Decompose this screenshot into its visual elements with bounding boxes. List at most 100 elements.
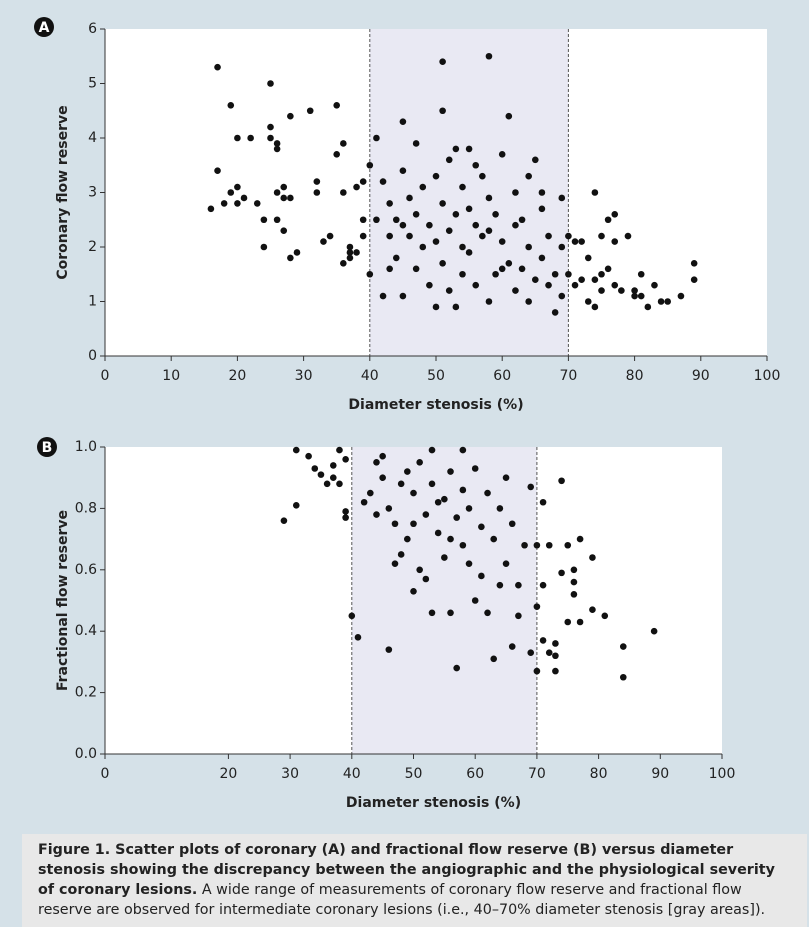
point <box>584 298 592 305</box>
point <box>558 292 566 300</box>
point <box>292 502 300 509</box>
point <box>260 216 268 224</box>
point <box>340 260 347 267</box>
point <box>207 205 215 213</box>
x-tick-label: 80 <box>590 766 608 782</box>
point <box>359 216 367 224</box>
point <box>234 200 241 207</box>
point <box>273 216 281 224</box>
point <box>618 287 625 294</box>
point <box>604 265 612 273</box>
point <box>447 468 454 475</box>
point <box>598 287 605 294</box>
point <box>416 566 423 574</box>
x-tick-label: 80 <box>626 368 644 384</box>
point <box>410 489 417 497</box>
point <box>214 167 221 174</box>
x-tick-label: 60 <box>466 766 484 782</box>
y-tick-label: 0.8 <box>75 500 97 516</box>
point <box>234 183 241 191</box>
point <box>539 581 547 589</box>
point <box>329 474 337 482</box>
point <box>598 270 605 278</box>
point <box>492 211 499 218</box>
point <box>317 471 325 478</box>
point <box>545 541 553 549</box>
x-tick-label: 0 <box>101 766 110 782</box>
point <box>637 292 645 300</box>
point <box>439 107 446 115</box>
point <box>472 161 480 169</box>
point <box>527 649 535 656</box>
point <box>323 480 331 488</box>
point <box>432 303 440 311</box>
point <box>253 200 261 207</box>
point <box>551 270 559 278</box>
point <box>340 189 347 196</box>
point <box>478 523 485 531</box>
point <box>267 123 274 131</box>
shaded-region <box>351 447 537 754</box>
point <box>538 205 546 213</box>
point <box>576 618 584 626</box>
point <box>422 575 430 583</box>
x-axis-title: Diameter stenosis (%) <box>348 397 523 413</box>
point <box>498 151 506 158</box>
caption-bold: Figure 1. Scatter plots of coronary (A) … <box>38 842 775 898</box>
point <box>346 249 354 256</box>
point <box>416 459 423 466</box>
point <box>267 134 274 142</box>
point <box>247 134 254 142</box>
point <box>459 183 466 191</box>
point <box>386 265 393 273</box>
point <box>287 112 294 120</box>
point <box>392 216 400 224</box>
point <box>465 145 473 153</box>
point <box>234 134 241 142</box>
point <box>611 281 619 289</box>
point <box>518 265 526 273</box>
x-tick-label: 70 <box>559 368 577 384</box>
point <box>525 172 532 180</box>
point <box>404 468 411 475</box>
point <box>342 455 349 463</box>
point <box>412 211 420 218</box>
point <box>373 134 380 142</box>
point <box>354 634 362 641</box>
point <box>512 189 519 196</box>
point <box>505 112 513 120</box>
point <box>619 643 627 650</box>
point <box>439 58 446 65</box>
point <box>410 520 417 528</box>
y-tick-label: 1 <box>88 294 97 310</box>
point <box>434 529 442 537</box>
y-tick-label: 0 <box>88 348 97 364</box>
y-tick-label: 0.2 <box>75 685 97 701</box>
point <box>453 664 460 672</box>
point <box>631 287 638 294</box>
point <box>651 281 658 289</box>
point <box>305 452 312 460</box>
point <box>485 194 493 202</box>
point <box>441 554 448 561</box>
point <box>545 281 552 289</box>
x-tick-label: 90 <box>651 766 669 782</box>
point <box>538 254 546 262</box>
point <box>419 243 427 251</box>
point <box>558 569 565 577</box>
point <box>260 243 268 251</box>
point <box>465 560 473 567</box>
point <box>333 102 341 109</box>
point <box>552 667 559 675</box>
point <box>379 178 387 185</box>
panel-label: B <box>42 440 53 456</box>
point <box>397 480 405 488</box>
x-tick-label: 50 <box>427 368 445 384</box>
figure: 0 10 20 30 40 50 60 70 80 90 100 0 1 2 3 4 5 6 Diameter st… <box>34 17 780 811</box>
point <box>552 640 559 647</box>
point <box>490 535 498 543</box>
point <box>465 505 473 512</box>
point <box>644 303 652 311</box>
point <box>518 216 526 224</box>
point <box>360 498 368 506</box>
